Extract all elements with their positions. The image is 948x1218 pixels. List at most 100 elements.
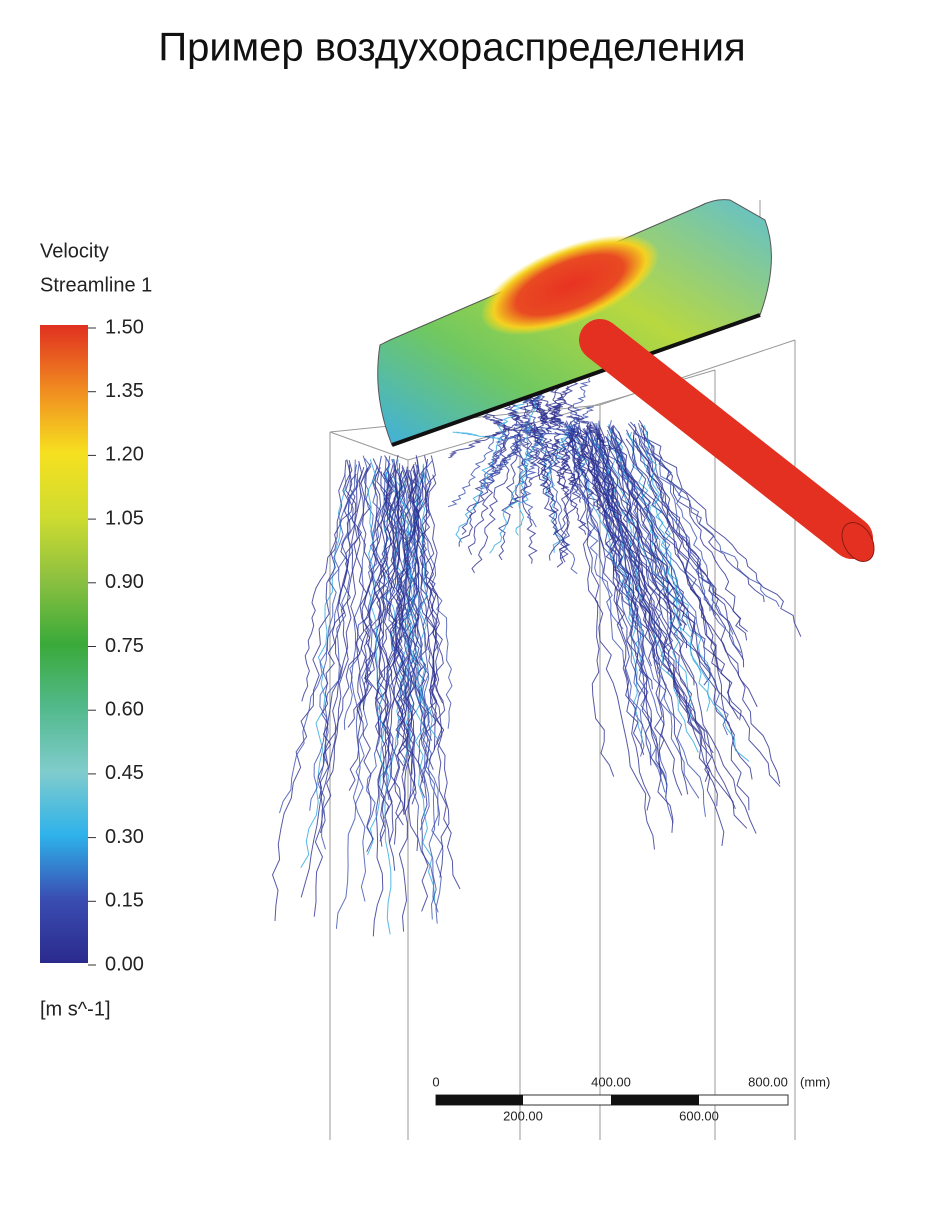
scale-label: 600.00 [679, 1108, 719, 1123]
streamline [374, 458, 396, 700]
streamline [410, 472, 453, 729]
streamline [569, 431, 739, 720]
streamline [606, 429, 711, 612]
scale-label: 0 [432, 1074, 439, 1089]
streamline [538, 428, 578, 575]
color-bar-label: 1.05 [105, 507, 144, 529]
streamline [614, 437, 718, 807]
streamline [394, 465, 417, 771]
streamline [386, 468, 441, 826]
streamline [301, 473, 357, 702]
streamline [394, 469, 420, 805]
streamline [597, 427, 689, 795]
streamline [377, 455, 396, 871]
streamline [458, 429, 510, 547]
streamline [533, 424, 583, 488]
streamline [415, 465, 436, 901]
streamline [300, 466, 365, 898]
streamline [313, 467, 368, 917]
streamline [372, 458, 405, 816]
streamline [592, 434, 649, 697]
streamline [424, 455, 446, 750]
streamline [448, 428, 506, 459]
streamline [611, 425, 757, 834]
pipe [579, 319, 873, 559]
scale-segment [611, 1095, 699, 1105]
streamline [571, 433, 687, 626]
streamline [452, 431, 508, 441]
streamline [367, 459, 392, 935]
streamline [573, 425, 624, 630]
color-bar-label: 0.60 [105, 698, 144, 720]
streamline [575, 438, 644, 667]
streamline [482, 414, 510, 430]
color-bar-label: 0.30 [105, 826, 144, 848]
streamline [385, 459, 407, 767]
streamline [377, 474, 413, 847]
streamline [643, 433, 750, 811]
streamline [541, 438, 561, 462]
streamline [630, 421, 765, 603]
color-bar [40, 325, 88, 963]
streamline [271, 459, 347, 922]
streamline [321, 460, 353, 765]
streamline [519, 395, 573, 440]
streamline [564, 422, 674, 833]
streamline [386, 461, 419, 801]
streamline [380, 455, 405, 725]
streamline [534, 395, 547, 425]
streamline [317, 464, 394, 800]
color-bar-label: 1.20 [105, 444, 144, 466]
streamline [640, 424, 802, 637]
color-bar-label: 1.50 [105, 316, 144, 338]
streamline [347, 463, 374, 728]
streamline [494, 437, 527, 472]
legend-title: Velocity [40, 240, 109, 262]
streamline [591, 421, 706, 817]
streamline [640, 427, 734, 635]
streamline [392, 458, 438, 739]
scale-label: 800.00 [748, 1074, 788, 1089]
legend-unit: [m s^-1] [40, 998, 111, 1020]
streamline [631, 435, 676, 654]
streamline [486, 432, 509, 482]
streamline [626, 429, 744, 660]
streamline [576, 428, 687, 649]
streamline [479, 439, 524, 490]
streamline [467, 438, 510, 556]
streamline [300, 473, 347, 868]
streamline [548, 421, 593, 561]
streamline [424, 468, 461, 890]
streamline [595, 423, 702, 733]
streamline [596, 435, 748, 632]
streamline [638, 419, 748, 641]
streamline [393, 471, 411, 845]
duct-edge [391, 313, 761, 447]
streamline [579, 425, 711, 782]
streamline [517, 433, 551, 494]
streamline [405, 474, 437, 719]
streamline [511, 426, 537, 528]
streamline [526, 431, 575, 436]
streamline [513, 423, 532, 436]
streamline [643, 425, 693, 722]
pipe-end [841, 522, 875, 562]
streamline [515, 434, 538, 564]
wireframe [329, 200, 796, 1140]
streamline [569, 427, 610, 504]
color-bar-label: 1.35 [105, 380, 144, 402]
streamline [566, 415, 590, 424]
streamline [447, 426, 507, 508]
streamline [345, 464, 374, 853]
streamline [607, 439, 753, 780]
streamline [583, 427, 748, 829]
streamline [317, 459, 358, 850]
scale-label: 400.00 [591, 1074, 631, 1089]
streamline [551, 401, 564, 422]
streamline [309, 463, 360, 811]
streamline [563, 435, 602, 511]
color-bar-label: 0.90 [105, 571, 144, 593]
streamline [489, 434, 542, 554]
streamline [585, 426, 651, 811]
